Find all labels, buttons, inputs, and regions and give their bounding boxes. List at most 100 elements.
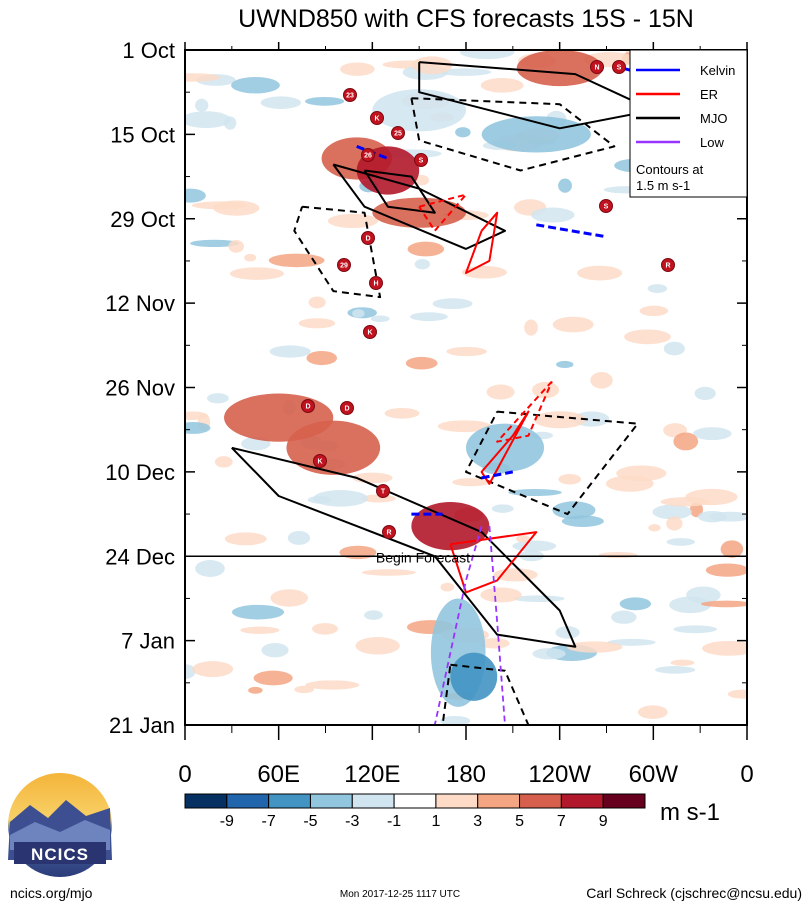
colorbar-label: 1 [431,813,440,830]
noise-blob [508,488,562,496]
colorbar-swatch [560,793,604,809]
storm-label: S [419,158,424,165]
noise-blob [185,73,221,82]
noise-blob [370,315,390,323]
storm-label: D [305,404,310,411]
colorbar-swatch [477,793,521,809]
storm-marker: K [313,454,327,468]
colorbar: -9 -7 -5 -3 -1 1 3 5 7 9 [184,793,646,830]
storm-label: S [617,65,622,72]
noise-blob [652,504,692,520]
storm-icon [391,126,405,140]
x-tick-label: 120E [344,761,400,788]
colorbar-label: -9 [220,813,234,830]
x-axis: 0 60E 120E 180 120W 60W 0 [178,42,754,788]
noise-blob [694,386,716,401]
storm-label: R [386,530,391,537]
storm-marker: 25 [391,126,405,140]
noise-blob [619,597,652,611]
storm-icon [599,199,613,213]
noise-blob [590,372,613,389]
noise-blob [432,298,473,310]
storm-icon [361,231,375,245]
noise-blob [437,420,492,433]
colorbar-swatch [351,793,395,809]
mjo-contour [293,205,382,299]
y-tick-label: 7 Jan [121,629,175,654]
storm-label: K [374,116,379,123]
noise-blob [339,545,377,560]
storm-label: R [665,263,670,270]
noise-blob [405,356,438,370]
storm-label: D [365,236,370,243]
storm-label: T [381,489,386,496]
storm-icon [340,401,354,415]
colorbar-swatch [602,793,646,809]
colorbar-swatch [309,793,353,809]
noise-blob [240,626,280,634]
mjo-contour [231,446,577,648]
x-tick-label: 180 [446,761,486,788]
storm-label: S [604,204,609,211]
noise-blob [192,661,234,678]
legend-label: Kelvin [700,63,735,78]
noise-blob [647,284,668,293]
noise-blob [663,341,685,356]
noise-blob [364,610,383,620]
legend-note-1: Contours at [636,162,704,177]
storm-marker: N [590,60,604,74]
storm-icon [363,325,377,339]
noise-blob [355,637,400,655]
noise-blob [270,589,309,607]
noise-blob [455,127,471,138]
logo-text: NCICS [31,845,89,864]
anomaly-cell [372,197,466,228]
noise-blob [414,259,430,270]
storm-label: D [344,406,349,413]
noise-blob [214,456,233,468]
storm-marker: K [363,325,377,339]
noise-blob [438,68,492,76]
noise-blob [407,241,445,257]
noise-blob [552,501,596,520]
er-contour [418,193,467,232]
storm-markers: 23 K 25 26 S D 29 H K D D K T R N S S R [301,60,675,539]
noise-blob [624,329,671,345]
colorbar-label: -5 [303,813,317,830]
storm-marker: T [376,484,390,498]
x-tick-label: 60E [257,761,300,788]
y-tick-label: 12 Nov [105,291,175,316]
noise-blob [308,296,326,309]
noise-blob [361,569,416,576]
noise-blob [702,640,747,656]
noise-blob [452,478,491,487]
footer-right: Carl Schreck (cjschrec@ncsu.edu) [586,885,802,901]
mjo-contour [332,163,506,250]
noise-blob [705,563,747,577]
y-tick-label: 1 Oct [122,38,175,63]
noise-blob [598,552,638,559]
noise-blob [727,689,747,699]
noise-blob [207,393,229,404]
noise-blob [486,384,515,400]
noise-blob [306,350,338,366]
noise-blob [558,473,582,485]
er-contour [465,211,499,274]
mjo-contour [418,61,655,130]
noise-blob [611,610,637,624]
noise-blob [185,111,231,129]
storm-marker: R [382,525,396,539]
low-contour [433,525,483,725]
low-contours [433,525,506,725]
anomaly-cell [411,502,490,551]
storm-icon [361,148,375,162]
noise-blob [673,625,718,634]
forecast-label: Begin Forecast [376,549,470,565]
storm-label: N [594,65,599,72]
noise-blob [229,267,284,280]
noise-blob [440,715,471,725]
noise-blob [231,604,285,620]
storm-label: 25 [394,131,402,138]
storm-marker: 29 [337,258,351,272]
noise-blob [697,510,727,523]
